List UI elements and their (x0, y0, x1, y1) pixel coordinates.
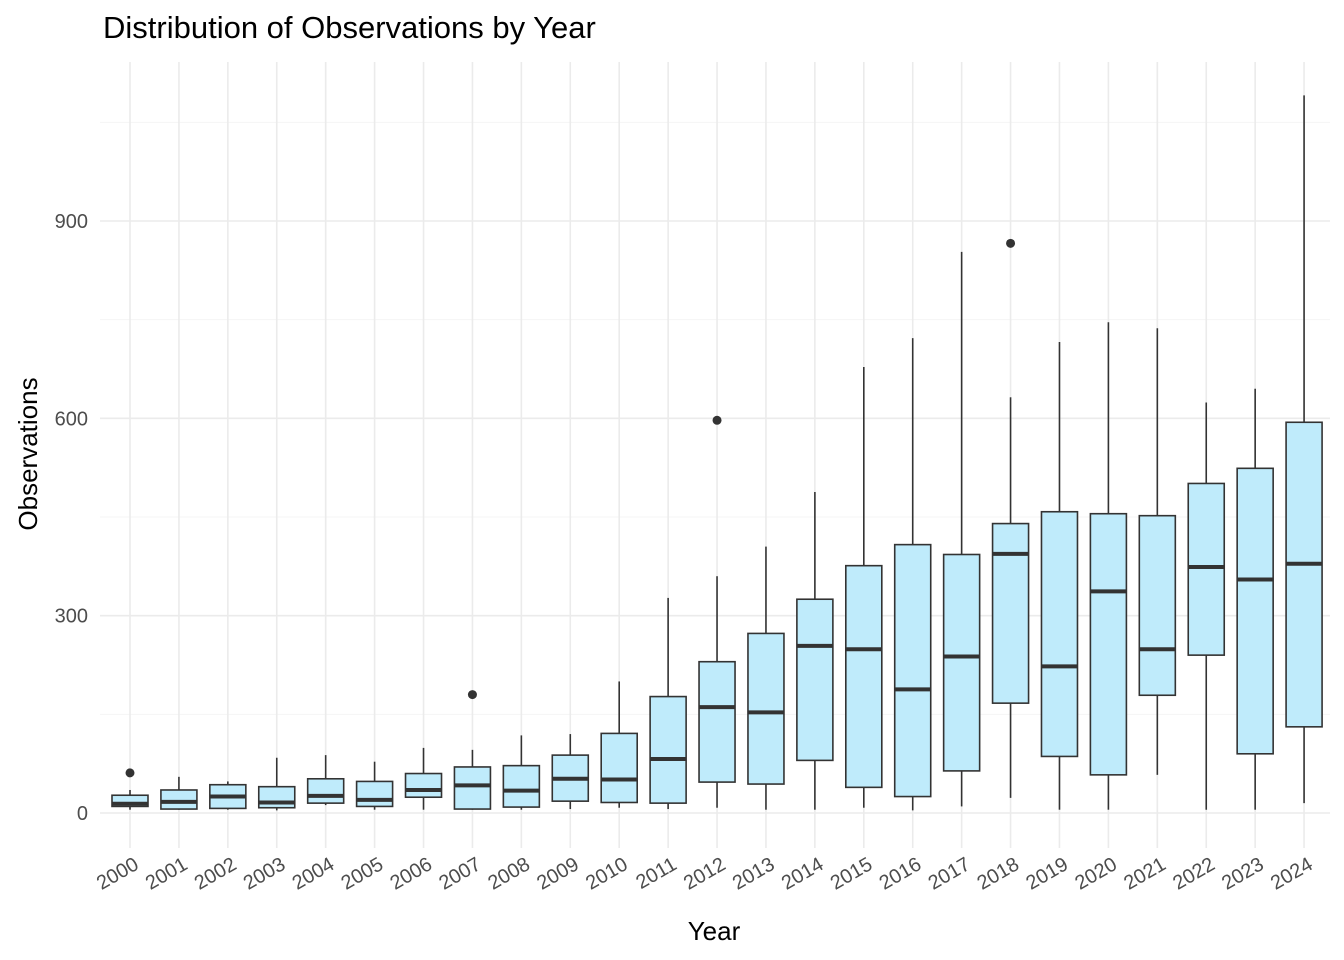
box-iqr (649, 695, 687, 804)
box-2016 (893, 338, 932, 811)
box-iqr (502, 764, 541, 808)
box-iqr (1138, 514, 1177, 697)
x-tick-label: 2000 (93, 853, 143, 894)
box-2022 (1187, 402, 1226, 810)
y-tick-label: 900 (55, 211, 88, 233)
x-tick-label: 2004 (289, 853, 339, 894)
x-tick-label: 2013 (729, 853, 779, 894)
box-2006 (404, 747, 443, 810)
box-iqr (1187, 482, 1226, 656)
x-tick-label: 2009 (533, 853, 583, 894)
x-tick-label: 2016 (876, 853, 926, 894)
box-iqr (355, 780, 394, 808)
box-iqr (257, 785, 296, 809)
box-2010 (600, 681, 639, 808)
box-iqr (747, 632, 785, 785)
box-2015 (844, 367, 883, 808)
outlier-point (467, 690, 477, 700)
box-iqr (1285, 421, 1323, 728)
y-tick-label: 600 (55, 408, 88, 430)
x-tick-label: 2003 (240, 853, 290, 894)
box-2009 (551, 734, 590, 810)
x-tick-label: 2011 (632, 853, 680, 894)
x-tick-label: 2002 (191, 853, 241, 894)
x-tick-label: 2008 (484, 853, 534, 894)
x-tick-label: 2023 (1218, 853, 1268, 894)
outlier-point (1006, 238, 1016, 248)
box-layer (111, 95, 1323, 811)
box-2001 (160, 776, 198, 810)
outlier-point (712, 415, 722, 425)
x-tick-label: 2017 (925, 853, 975, 894)
x-tick-label: 2021 (1120, 853, 1170, 894)
box-2000 (111, 768, 149, 810)
box-iqr (306, 777, 345, 804)
y-axis-title: Observations (13, 377, 43, 530)
x-tick-label: 2006 (386, 853, 436, 894)
x-tick-label: 2020 (1071, 853, 1121, 894)
box-iqr (600, 732, 639, 804)
outlier-point (125, 768, 135, 778)
box-2004 (306, 755, 345, 806)
box-iqr (893, 543, 932, 798)
box-2018 (991, 238, 1030, 798)
x-tick-label: 2015 (827, 853, 877, 894)
y-tick-label: 300 (55, 606, 88, 628)
x-tick-label: 2022 (1169, 853, 1219, 894)
box-iqr (1089, 512, 1128, 776)
box-2023 (1236, 388, 1274, 810)
box-2014 (796, 492, 834, 810)
box-2011 (649, 597, 687, 810)
box-2020 (1089, 322, 1128, 810)
box-2007 (453, 690, 492, 810)
x-axis-title: Year (688, 916, 741, 946)
box-2005 (355, 761, 394, 810)
box-iqr (160, 789, 198, 810)
box-iqr (991, 522, 1030, 704)
x-tick-label: 2018 (974, 853, 1024, 894)
x-tick-label: 2007 (435, 853, 485, 894)
box-iqr (1236, 467, 1274, 755)
x-tick-label: 2019 (1022, 853, 1072, 894)
box-iqr (404, 772, 443, 799)
box-iqr (111, 794, 149, 808)
x-tick-label: 2010 (582, 853, 632, 894)
box-iqr (796, 598, 834, 762)
box-2012 (698, 415, 736, 808)
box-iqr (942, 553, 981, 772)
box-iqr (844, 564, 883, 789)
box-iqr (698, 660, 736, 783)
box-2002 (209, 781, 247, 810)
x-tick-label: 2001 (142, 853, 192, 894)
x-tick-label: 2014 (778, 853, 828, 894)
box-2021 (1138, 328, 1177, 775)
box-2013 (747, 546, 785, 810)
box-2003 (257, 757, 296, 811)
x-tick-label: 2024 (1267, 853, 1317, 894)
box-2019 (1040, 342, 1079, 810)
chart-title: Distribution of Observations by Year (103, 10, 596, 45)
box-2008 (502, 735, 541, 810)
box-iqr (1040, 510, 1079, 758)
x-tick-label: 2012 (680, 853, 730, 894)
box-2024 (1285, 95, 1323, 804)
box-iqr (453, 766, 492, 810)
y-tick-label: 0 (77, 803, 88, 825)
box-2017 (942, 251, 981, 807)
x-tick-label: 2005 (338, 853, 388, 894)
